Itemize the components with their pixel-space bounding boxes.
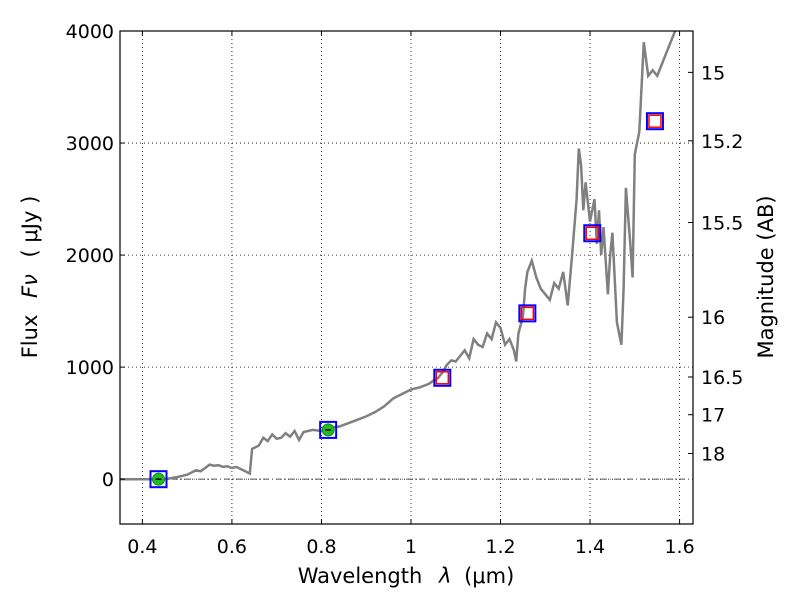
magnitude-tick-label: 16.5 <box>701 367 743 389</box>
magnitude-tick-label: 16 <box>701 307 725 329</box>
x-tick-label: 0.6 <box>217 536 247 558</box>
magnitude-tick-label: 18 <box>701 444 725 466</box>
x-tick-label: 0.8 <box>306 536 336 558</box>
x-tick-label: 1.2 <box>485 536 515 558</box>
model-photometry-point <box>319 420 338 439</box>
x-tick-label: 0.4 <box>127 536 157 558</box>
y-axis-ticks: 0 1000 2000 3000 4000 <box>66 21 125 491</box>
y-tick-label: 0 <box>102 469 114 491</box>
photometry-markers <box>149 112 664 489</box>
x-tick-label: 1 <box>405 536 417 558</box>
magnitude-tick-label: 15.2 <box>701 131 743 153</box>
y-tick-label: 2000 <box>66 245 114 267</box>
y-tick-label: 1000 <box>66 357 114 379</box>
magnitude-axis-ticks: 15 15.2 15.5 16 16.5 17 18 <box>688 62 743 466</box>
x-tick-label: 1.6 <box>664 536 694 558</box>
spectrum-line <box>120 31 677 481</box>
model-photometry-point <box>645 112 664 131</box>
synthetic-photometry-point <box>585 226 600 240</box>
synthetic-photometry-point <box>520 306 535 321</box>
y-tick-label: 4000 <box>66 21 114 43</box>
x-axis-ticks: 0.4 0.6 0.8 1 1.2 1.4 1.6 <box>127 31 695 558</box>
magnitude-axis-title: Magnitude (AB) <box>754 195 778 358</box>
synthetic-photometry-point <box>648 114 662 128</box>
magnitude-tick-label: 15 <box>701 62 725 84</box>
model-photometry-point <box>149 470 168 489</box>
magnitude-tick-label: 17 <box>701 405 725 427</box>
model-photometry-point <box>583 224 602 243</box>
x-axis-title: Wavelength λ (μm) <box>298 564 515 588</box>
plot-frame <box>119 30 694 525</box>
model-photometry-point <box>433 368 452 387</box>
synthetic-photometry-point <box>435 371 450 385</box>
model-photometry-point <box>518 304 537 323</box>
x-tick-label: 1.4 <box>575 536 605 558</box>
y-tick-label: 3000 <box>66 133 114 155</box>
y-axis-title: Flux Fν ( μJy ) <box>18 196 42 359</box>
magnitude-tick-label: 15.5 <box>701 213 743 235</box>
